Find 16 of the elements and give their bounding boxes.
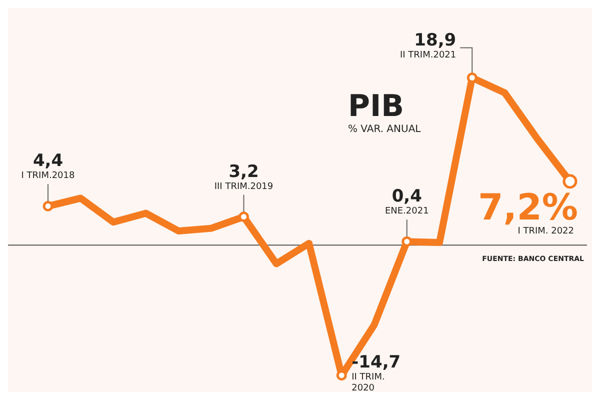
- data-label: -14,7: [352, 352, 401, 372]
- annotation: II TRIM. 2020: [352, 372, 385, 394]
- text: II TRIM.2021: [400, 50, 456, 61]
- data-label: 3,2: [228, 162, 259, 182]
- annotation: ENE.2021: [384, 206, 429, 217]
- data-label: 4,4: [32, 151, 64, 172]
- text: % VAR. ANUAL: [348, 124, 422, 135]
- annotation: I TRIM.2018: [21, 171, 75, 182]
- annotation: III TRIM.2019: [214, 182, 274, 192]
- data-label: 0,4: [392, 186, 422, 207]
- point: [402, 236, 412, 247]
- annotation: I TRIM. 2022: [518, 226, 574, 236]
- point: [238, 212, 249, 222]
- data-label: 18,9: [414, 30, 456, 51]
- chart-title: PIB: [348, 89, 404, 124]
- point: [42, 200, 54, 212]
